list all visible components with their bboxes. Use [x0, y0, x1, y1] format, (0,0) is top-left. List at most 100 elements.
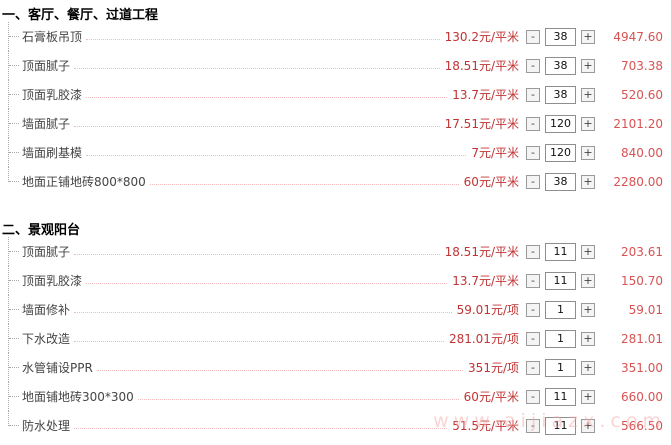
estimate-row: 顶面腻子 18.51元/平米 - + 203.61 — [0, 237, 671, 266]
decrease-button[interactable]: - — [526, 174, 540, 189]
increase-button[interactable]: + — [581, 418, 595, 433]
unit-price: 130.2元/平米 — [444, 30, 519, 44]
row-total: 203.61 — [621, 244, 663, 259]
dotted-leader — [74, 311, 452, 313]
quantity-input[interactable] — [545, 85, 576, 104]
unit-price: 351元/项 — [468, 361, 519, 375]
row-total: 566.50 — [621, 418, 663, 433]
item-name: 石膏板吊顶 — [22, 30, 83, 44]
estimate-row: 地面正铺地砖800*800 60元/平米 - + 2280.00 — [0, 167, 671, 196]
increase-button[interactable]: + — [581, 273, 595, 288]
item-name: 下水改造 — [22, 332, 71, 346]
section-rows: 顶面腻子 18.51元/平米 - + 203.61 顶面乳胶漆 13.7元/平米… — [0, 237, 671, 440]
estimate-row: 石膏板吊顶 130.2元/平米 - + 4947.60 — [0, 22, 671, 51]
quantity-input[interactable] — [545, 387, 576, 406]
estimate-row: 墙面刷基模 7元/平米 - + 840.00 — [0, 138, 671, 167]
row-total: 840.00 — [621, 145, 663, 160]
estimate-row: 墙面腻子 17.51元/平米 - + 2101.20 — [0, 109, 671, 138]
increase-button[interactable]: + — [581, 29, 595, 44]
dotted-leader — [86, 282, 448, 284]
quantity-input[interactable] — [545, 56, 576, 75]
decrease-button[interactable]: - — [526, 331, 540, 346]
section-rows: 石膏板吊顶 130.2元/平米 - + 4947.60 顶面腻子 18.51元/… — [0, 22, 671, 196]
unit-price: 17.51元/平米 — [444, 117, 519, 131]
decrease-button[interactable]: - — [526, 87, 540, 102]
estimate-section: 一、客厅、餐厅、过道工程 石膏板吊顶 130.2元/平米 - + 4947.60… — [0, 1, 671, 196]
unit-price: 13.7元/平米 — [452, 88, 519, 102]
estimate-row: 下水改造 281.01元/项 - + 281.01 — [0, 324, 671, 353]
dotted-leader — [74, 67, 440, 69]
increase-button[interactable]: + — [581, 174, 595, 189]
item-name: 防水处理 — [22, 419, 71, 433]
unit-price: 60元/平米 — [463, 175, 519, 189]
dotted-leader — [74, 125, 440, 127]
section-title: 二、景观阳台 — [2, 223, 81, 238]
increase-button[interactable]: + — [581, 360, 595, 375]
decrease-button[interactable]: - — [526, 302, 540, 317]
decrease-button[interactable]: - — [526, 360, 540, 375]
decrease-button[interactable]: - — [526, 116, 540, 131]
dotted-leader — [86, 38, 440, 40]
estimate-row: 顶面腻子 18.51元/平米 - + 703.38 — [0, 51, 671, 80]
decrease-button[interactable]: - — [526, 58, 540, 73]
dotted-leader — [86, 96, 448, 98]
estimate-row: 水管铺设PPR 351元/项 - + 351.00 — [0, 353, 671, 382]
quantity-input[interactable] — [545, 143, 576, 162]
quantity-input[interactable] — [545, 329, 576, 348]
decrease-button[interactable]: - — [526, 389, 540, 404]
row-total: 703.38 — [621, 58, 663, 73]
item-name: 墙面刷基模 — [22, 146, 83, 160]
dotted-leader — [74, 340, 444, 342]
decrease-button[interactable]: - — [526, 145, 540, 160]
estimate-row: 墙面修补 59.01元/项 - + 59.01 — [0, 295, 671, 324]
item-name: 顶面乳胶漆 — [22, 274, 83, 288]
dotted-leader — [86, 154, 467, 156]
increase-button[interactable]: + — [581, 331, 595, 346]
item-name: 墙面修补 — [22, 303, 71, 317]
quantity-input[interactable] — [545, 27, 576, 46]
increase-button[interactable]: + — [581, 116, 595, 131]
item-name: 顶面腻子 — [22, 245, 71, 259]
increase-button[interactable]: + — [581, 145, 595, 160]
item-name: 顶面乳胶漆 — [22, 88, 83, 102]
decrease-button[interactable]: - — [526, 29, 540, 44]
section-title: 一、客厅、餐厅、过道工程 — [2, 8, 159, 23]
quantity-input[interactable] — [545, 114, 576, 133]
increase-button[interactable]: + — [581, 302, 595, 317]
increase-button[interactable]: + — [581, 87, 595, 102]
quantity-input[interactable] — [545, 271, 576, 290]
quantity-input[interactable] — [545, 300, 576, 319]
increase-button[interactable]: + — [581, 244, 595, 259]
quantity-input[interactable] — [545, 172, 576, 191]
estimate-row: 顶面乳胶漆 13.7元/平米 - + 150.70 — [0, 266, 671, 295]
decrease-button[interactable]: - — [526, 244, 540, 259]
item-name: 地面铺地砖300*300 — [22, 390, 134, 404]
quantity-input[interactable] — [545, 242, 576, 261]
row-total: 2101.20 — [613, 116, 663, 131]
quantity-input[interactable] — [545, 358, 576, 377]
decrease-button[interactable]: - — [526, 273, 540, 288]
estimate-section: 二、景观阳台 顶面腻子 18.51元/平米 - + 203.61 顶面乳胶漆 1… — [0, 216, 671, 440]
unit-price: 51.5元/平米 — [452, 419, 519, 433]
row-total: 4947.60 — [613, 29, 663, 44]
row-total: 281.01 — [621, 331, 663, 346]
estimate-row: 地面铺地砖300*300 60元/平米 - + 660.00 — [0, 382, 671, 411]
item-name: 墙面腻子 — [22, 117, 71, 131]
unit-price: 7元/平米 — [471, 146, 519, 160]
item-name: 地面正铺地砖800*800 — [22, 175, 146, 189]
unit-price: 60元/平米 — [463, 390, 519, 404]
unit-price: 281.01元/项 — [448, 332, 519, 346]
unit-price: 18.51元/平米 — [444, 59, 519, 73]
row-total: 59.01 — [628, 302, 663, 317]
increase-button[interactable]: + — [581, 58, 595, 73]
quantity-input[interactable] — [545, 416, 576, 435]
increase-button[interactable]: + — [581, 389, 595, 404]
row-total: 150.70 — [621, 273, 663, 288]
row-total: 660.00 — [621, 389, 663, 404]
row-total: 2280.00 — [613, 174, 663, 189]
dotted-leader — [137, 398, 459, 400]
estimate-row: 顶面乳胶漆 13.7元/平米 - + 520.60 — [0, 80, 671, 109]
decrease-button[interactable]: - — [526, 418, 540, 433]
